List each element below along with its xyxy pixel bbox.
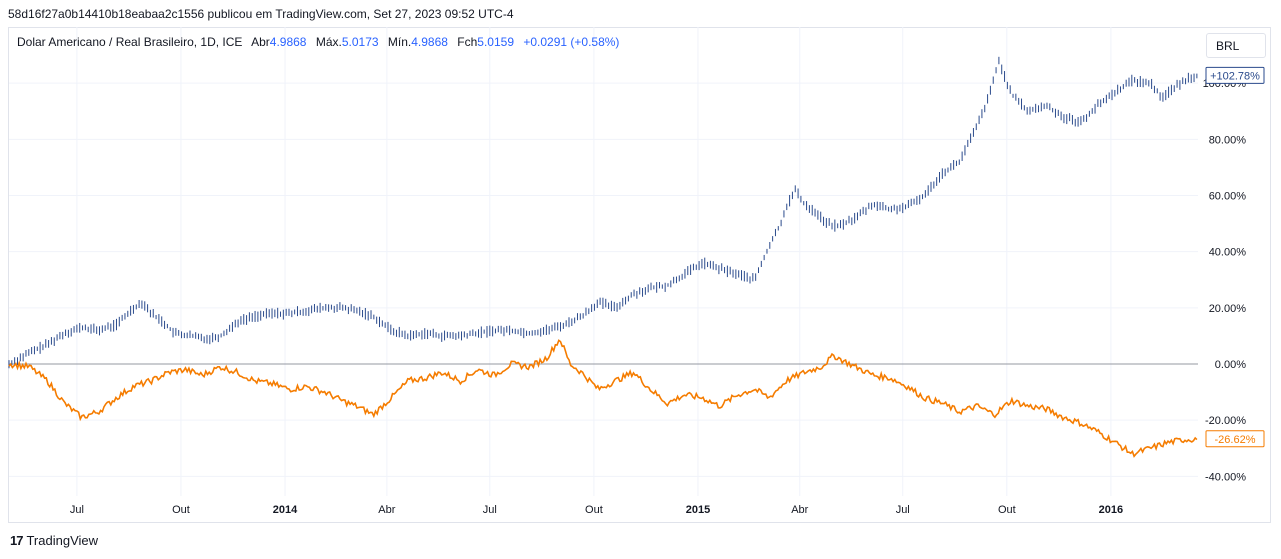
y-tick-label: 0.00% bbox=[1215, 359, 1246, 371]
series-layer bbox=[8, 56, 1199, 458]
x-tick-label: Out bbox=[172, 504, 190, 516]
grid-layer bbox=[9, 27, 1198, 496]
x-tick-label: 2014 bbox=[273, 504, 298, 516]
x-tick-label: Abr bbox=[378, 504, 395, 516]
y-tick-label: 20.00% bbox=[1209, 303, 1247, 315]
footer-brand[interactable]: TradingView bbox=[26, 533, 99, 548]
y-tick-label: -20.00% bbox=[1205, 415, 1246, 427]
last-value-label: +102.78% bbox=[1210, 70, 1260, 82]
legend-low-label: Mín. bbox=[387, 35, 412, 49]
footer: 17 TradingView bbox=[10, 533, 98, 548]
legend-low-value: 4.9868 bbox=[411, 35, 448, 49]
x-tick-label: Jul bbox=[896, 504, 910, 516]
x-tick-label: 2015 bbox=[686, 504, 710, 516]
y-tick-label: -40.00% bbox=[1205, 471, 1246, 483]
x-tick-label: Abr bbox=[791, 504, 808, 516]
y-tick-label: 80.00% bbox=[1209, 134, 1247, 146]
chart-frame bbox=[8, 27, 1271, 523]
x-tick-label: Jul bbox=[70, 504, 84, 516]
y-tick-label: 40.00% bbox=[1209, 247, 1247, 259]
legend-open-value: 4.9868 bbox=[269, 35, 307, 49]
legend-close-label: Fch bbox=[457, 35, 478, 49]
last-value-labels: +102.78% -26.62% bbox=[1205, 66, 1265, 448]
last-value-badge bbox=[1205, 66, 1265, 84]
series-ohlc bbox=[8, 56, 1199, 369]
legend-symbol: Dolar Americano / Real Brasileiro, 1D, I… bbox=[17, 35, 243, 49]
last-value-label: -26.62% bbox=[1215, 434, 1256, 446]
y-axis: 100.00%80.00%60.00%40.00%20.00%0.00%-20.… bbox=[1203, 78, 1247, 483]
legend-close-value: 5.0159 bbox=[477, 35, 514, 49]
legend-open-label: Abr bbox=[251, 35, 270, 49]
legend-change-value: +0.0291 (+0.58%) bbox=[523, 35, 620, 49]
last-value-badge bbox=[1205, 430, 1265, 448]
x-tick-label: Out bbox=[998, 504, 1016, 516]
currency-button[interactable]: BRL bbox=[1206, 33, 1266, 58]
publish-header: 58d16f27a0b14410b18eabaa2c1556 publicou … bbox=[8, 7, 514, 21]
tradingview-logo-icon: 17 bbox=[10, 533, 24, 548]
series-line bbox=[8, 339, 1198, 458]
x-axis: Jul Out 2014 Abr Jul Out 2015 Abr Jul Out 2016 bbox=[70, 504, 1123, 516]
chart-legend: Dolar Americano / Real Brasileiro, 1D, I… bbox=[17, 35, 619, 49]
x-tick-label: Out bbox=[585, 504, 603, 516]
x-tick-label: 2016 bbox=[1099, 504, 1123, 516]
legend-high-value: 5.0173 bbox=[341, 35, 379, 49]
legend-high-label: Máx. bbox=[315, 35, 342, 49]
x-tick-label: Jul bbox=[483, 504, 497, 516]
y-tick-label: 60.00% bbox=[1209, 191, 1247, 203]
